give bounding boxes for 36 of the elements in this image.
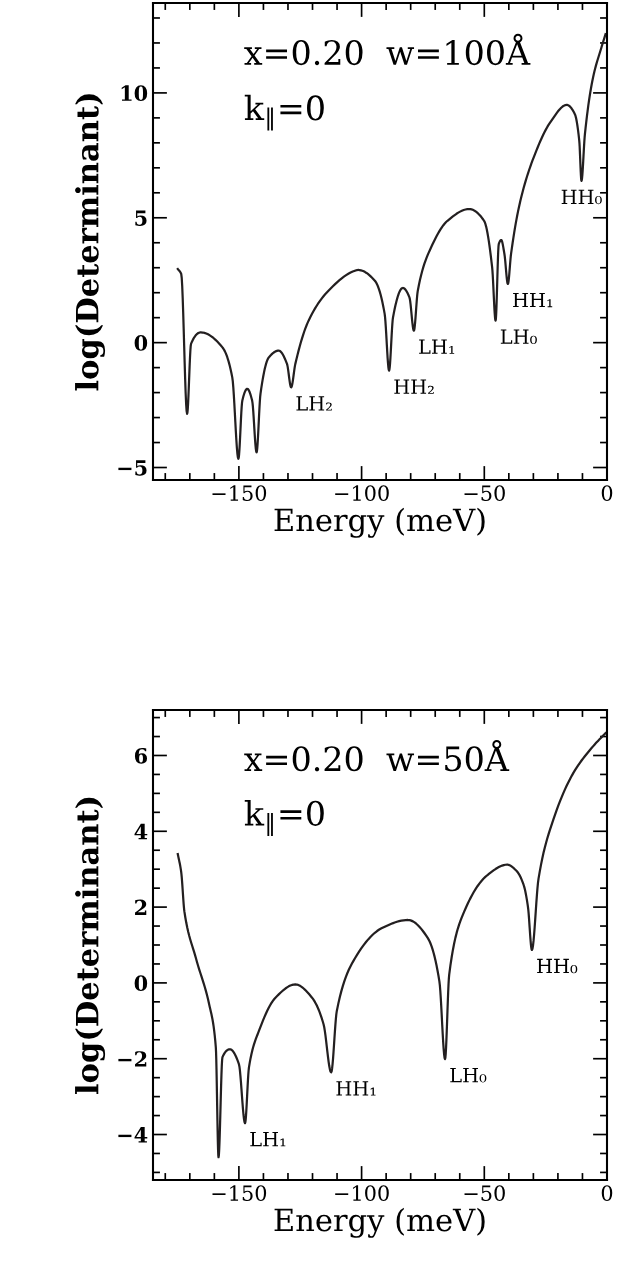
- annotation: HH₂: [394, 379, 434, 394]
- y-tick-label: −2: [118, 1051, 147, 1067]
- x-tick-label: −50: [464, 485, 505, 501]
- annotation: LH₁: [250, 1132, 286, 1147]
- annotation: LH₀: [500, 329, 537, 344]
- y-tick-label: 5: [135, 210, 147, 226]
- y-tick-label: −5: [118, 460, 147, 476]
- y-tick-label: −4: [118, 1126, 148, 1143]
- y-tick-label: 2: [135, 899, 147, 916]
- x-axis-title: Energy (meV): [274, 507, 485, 538]
- annotation: LH₁: [419, 339, 455, 354]
- annotation: x=0.20 w=100Å: [244, 33, 531, 66]
- y-axis-title: log(Determinant): [75, 797, 106, 1095]
- annotation: k$_{∥}$=0: [244, 94, 324, 131]
- annotation: LH₀: [450, 1068, 487, 1083]
- x-tick-label: 0: [601, 485, 613, 501]
- y-tick-label: 10: [121, 85, 148, 102]
- x-tick-label: −100: [335, 1185, 389, 1201]
- x-tick-label: 0: [601, 1185, 613, 1201]
- y-axis-title: log(Determinant): [75, 94, 106, 391]
- x-tick-label: −50: [464, 1185, 505, 1201]
- annotation: k$_{∥}$=0: [244, 800, 324, 836]
- x-tick-label: −150: [212, 1185, 267, 1201]
- annotation: x=0.20 w=50Å: [244, 739, 510, 772]
- x-tick-label: −100: [335, 485, 389, 501]
- y-tick-label: 4: [134, 823, 148, 840]
- annotation: HH₁: [336, 1081, 376, 1096]
- annotation: HH₀: [561, 189, 602, 205]
- annotation: HH₀: [537, 958, 578, 974]
- y-tick-label: 6: [134, 747, 148, 764]
- x-tick-label: −150: [212, 485, 267, 501]
- y-tick-label: 0: [134, 335, 148, 351]
- annotation: LH₂: [296, 396, 332, 411]
- y-tick-label: 0: [134, 975, 148, 992]
- x-axis-title: Energy (meV): [274, 1207, 485, 1238]
- annotation: HH₁: [513, 292, 553, 308]
